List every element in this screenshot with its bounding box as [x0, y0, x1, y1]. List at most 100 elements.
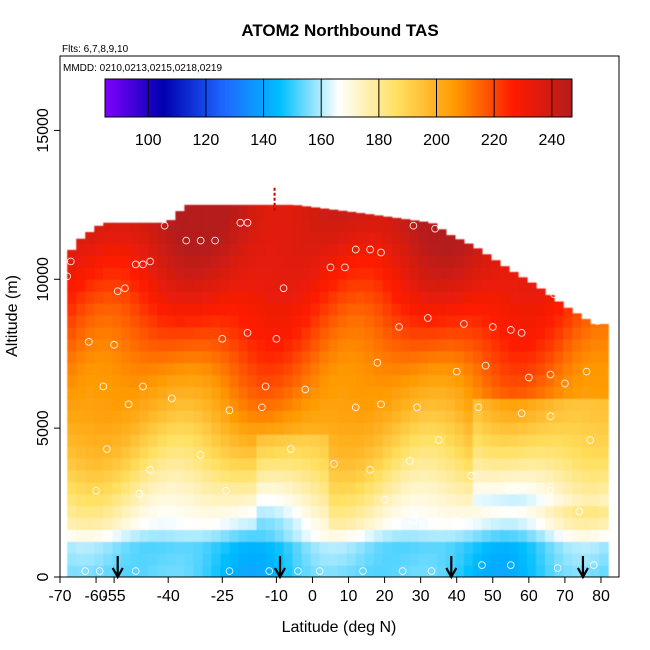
heatmap-cell [346, 219, 357, 233]
heatmap-cell [94, 410, 104, 423]
heatmap-cell [319, 398, 330, 411]
heatmap-cell [581, 350, 591, 364]
heatmap-cell [94, 517, 104, 530]
heatmap-cell [67, 386, 77, 399]
heatmap-cell [247, 303, 258, 316]
heatmap-cell [382, 517, 393, 530]
heatmap-cell [292, 231, 303, 245]
x-tick-label: 0 [308, 588, 317, 605]
heatmap-cell [238, 374, 249, 388]
heatmap-cell [545, 374, 555, 388]
heatmap-cell [220, 207, 231, 221]
heatmap-cell [130, 231, 140, 245]
heatmap-cell [346, 422, 357, 435]
heatmap-cell [400, 219, 411, 233]
heatmap-cell [310, 255, 321, 268]
heatmap-cell [310, 207, 321, 209]
heatmap-cell [346, 279, 357, 292]
heatmap-cell [238, 326, 249, 340]
heatmap-cell [436, 267, 447, 280]
sample-point [424, 314, 432, 322]
heatmap-cell [328, 553, 339, 566]
heatmap-cell [166, 505, 177, 519]
heatmap-cell [301, 303, 312, 316]
heatmap-cell [274, 303, 285, 316]
heatmap-cell [265, 231, 276, 245]
heatmap-cell [400, 446, 411, 459]
heatmap-cell [229, 505, 240, 519]
sample-point [474, 403, 483, 412]
heatmap-cell [409, 338, 420, 352]
heatmap-cell [103, 469, 113, 483]
heatmap-cell [157, 303, 167, 316]
heatmap-cell [247, 446, 258, 459]
heatmap-cell [436, 457, 447, 471]
x-tick-label: -55 [103, 588, 126, 605]
heatmap-cell [499, 517, 510, 530]
heatmap-cell [337, 481, 348, 495]
heatmap-cell [518, 565, 528, 577]
heatmap-cell [581, 374, 591, 388]
sample-point [460, 320, 468, 328]
heatmap-cell [229, 565, 240, 577]
heatmap-cell [518, 303, 528, 316]
x-tick-label: 70 [556, 588, 574, 605]
sample-point [546, 486, 555, 495]
heatmap-cell [265, 326, 276, 340]
heatmap-cell [229, 529, 240, 542]
heatmap-cell [427, 223, 438, 233]
heatmap-cell [238, 267, 249, 280]
heatmap-cell [112, 529, 122, 542]
heatmap-cell [490, 326, 501, 340]
heatmap-cell [193, 243, 204, 257]
heatmap-cell [121, 326, 131, 340]
heatmap-cell [391, 446, 402, 459]
heatmap-cell [193, 553, 204, 566]
heatmap-cell [391, 517, 402, 530]
heatmap-cell [166, 231, 177, 245]
heatmap-cell [184, 243, 195, 257]
heatmap-cell [193, 291, 204, 304]
heatmap-cell [319, 303, 330, 316]
heatmap-cell [499, 338, 510, 352]
heatmap-cell [346, 434, 357, 447]
dates-note: MMDD: 0210,0213,0215,0218,0219 [63, 63, 222, 74]
heatmap-cell [310, 326, 321, 340]
heatmap-cell [229, 315, 240, 328]
heatmap-cell [337, 457, 348, 471]
heatmap-cell [563, 374, 573, 388]
heatmap-cell [499, 386, 510, 399]
heatmap-cell [85, 469, 95, 483]
heatmap-cell [536, 338, 546, 352]
heatmap-cell [400, 434, 411, 447]
heatmap-cell [310, 362, 321, 376]
heatmap-cell [337, 505, 348, 519]
heatmap-cell [256, 279, 267, 292]
heatmap-cell [436, 517, 447, 530]
heatmap-cell [463, 422, 474, 435]
heatmap-cell [310, 303, 321, 316]
heatmap-cell [481, 315, 492, 328]
heatmap-cell [175, 541, 186, 554]
heatmap-cell [193, 219, 204, 233]
heatmap-cell [247, 386, 258, 399]
heatmap-cell [590, 469, 600, 483]
heatmap-cell [283, 410, 294, 423]
heatmap-cell [76, 338, 86, 352]
heatmap-cell [400, 374, 411, 388]
heatmap-cell [481, 434, 492, 447]
heatmap-cell [238, 338, 249, 352]
heatmap-cell [463, 481, 474, 495]
heatmap-cell [328, 565, 339, 577]
heatmap-cell [94, 493, 104, 507]
heatmap-cell [499, 315, 510, 328]
heatmap-cell [490, 434, 501, 447]
heatmap-cell [536, 315, 546, 328]
heatmap-cell [211, 457, 222, 471]
heatmap-cell [76, 422, 86, 435]
heatmap-cell [391, 291, 402, 304]
heatmap-cell [319, 505, 330, 519]
sample-point [427, 567, 436, 575]
heatmap-cell [112, 434, 122, 447]
heatmap-cell [346, 481, 357, 495]
